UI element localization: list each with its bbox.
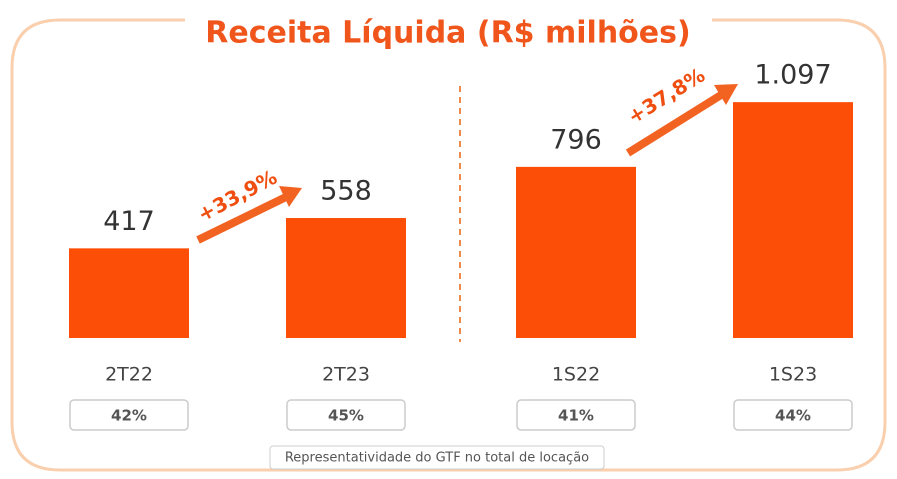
frame	[10, 18, 887, 472]
share-box	[69, 399, 189, 431]
footnote-box	[269, 445, 605, 470]
share-box	[733, 399, 853, 431]
share-box	[516, 399, 636, 431]
value-label: 1.097	[754, 60, 831, 91]
arrow	[625, 84, 738, 157]
footnote: Representatividade do GTF no total de lo…	[285, 451, 589, 466]
x-tick-label: 1S23	[769, 364, 817, 386]
value-label: 417	[103, 206, 155, 237]
value-label: 796	[550, 124, 602, 155]
share-box	[286, 399, 406, 431]
bar	[516, 166, 636, 338]
share-label: 42%	[111, 407, 147, 425]
x-tick-label: 1S22	[552, 364, 600, 386]
bar	[286, 218, 406, 338]
x-tick-label: 2T23	[322, 364, 370, 386]
chart-title: Receita Líquida (R$ milhões)	[205, 16, 690, 51]
value-label: 558	[320, 176, 372, 207]
share-label: 41%	[558, 407, 594, 425]
share-label: 45%	[328, 407, 364, 425]
share-label: 44%	[775, 407, 811, 425]
bar	[69, 248, 189, 338]
bar	[733, 102, 853, 339]
arrow	[196, 186, 302, 244]
x-tick-label: 2T22	[105, 364, 153, 386]
annotation: +37,8%	[623, 63, 709, 129]
